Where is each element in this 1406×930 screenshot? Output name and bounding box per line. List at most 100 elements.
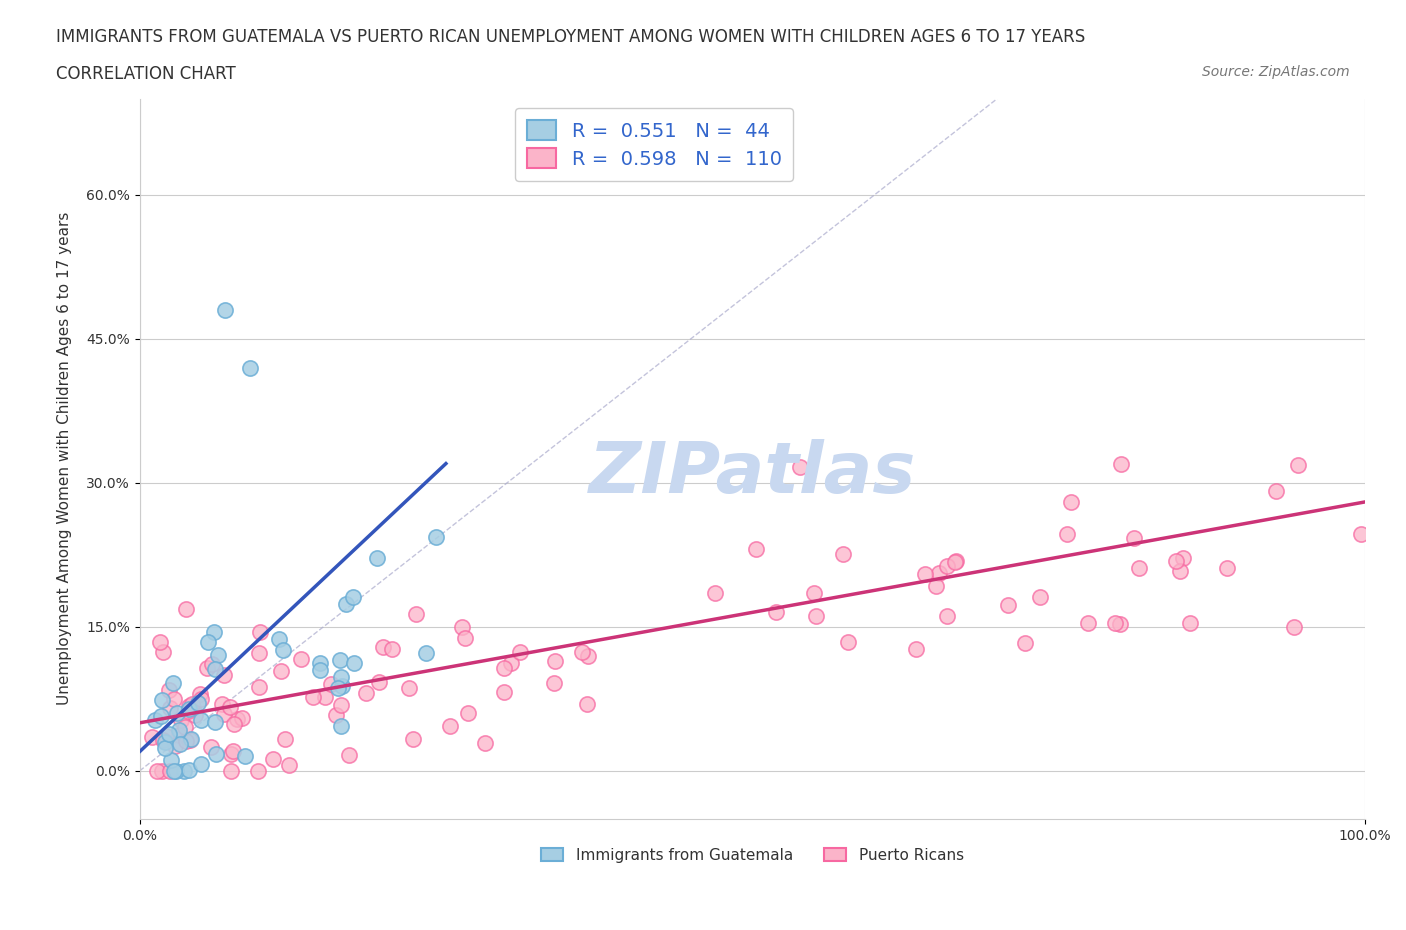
Point <box>247 764 270 778</box>
Point <box>329 698 352 712</box>
Point <box>176 734 198 749</box>
Point <box>1286 458 1309 472</box>
Point <box>1028 590 1050 604</box>
Point <box>177 762 200 777</box>
Point <box>492 684 515 699</box>
Point <box>415 645 437 660</box>
Point <box>157 683 180 698</box>
Point <box>262 751 284 766</box>
Point <box>544 654 567 669</box>
Point <box>190 691 212 706</box>
Point <box>425 529 447 544</box>
Point <box>219 747 242 762</box>
Point <box>239 360 262 375</box>
Point <box>1123 530 1146 545</box>
Point <box>159 700 181 715</box>
Point <box>745 541 768 556</box>
Text: CORRELATION CHART: CORRELATION CHART <box>56 65 236 83</box>
Point <box>167 723 190 737</box>
Point <box>997 598 1019 613</box>
Point <box>247 679 270 694</box>
Point <box>218 699 240 714</box>
Point <box>832 547 855 562</box>
Point <box>205 746 228 761</box>
Point <box>945 553 967 568</box>
Point <box>146 764 169 778</box>
Point <box>152 644 174 659</box>
Point <box>211 697 233 711</box>
Point <box>308 656 330 671</box>
Point <box>249 625 271 640</box>
Point <box>181 697 204 711</box>
Point <box>356 685 378 700</box>
Point <box>166 706 188 721</box>
Point <box>212 668 235 683</box>
Point <box>330 679 353 694</box>
Point <box>188 686 211 701</box>
Point <box>231 711 253 725</box>
Point <box>163 692 186 707</box>
Point <box>174 720 197 735</box>
Point <box>398 681 420 696</box>
Point <box>1166 553 1188 568</box>
Point <box>474 736 496 751</box>
Point <box>905 642 928 657</box>
Point <box>309 662 332 677</box>
Point <box>806 608 828 623</box>
Point <box>204 714 226 729</box>
Point <box>179 733 201 748</box>
Point <box>167 727 190 742</box>
Point <box>337 748 360 763</box>
Point <box>499 656 522 671</box>
Legend: Immigrants from Guatemala, Puerto Ricans: Immigrants from Guatemala, Puerto Ricans <box>534 842 970 869</box>
Point <box>914 566 936 581</box>
Point <box>494 660 516 675</box>
Point <box>1216 561 1239 576</box>
Point <box>1350 527 1372 542</box>
Point <box>290 651 312 666</box>
Point <box>179 698 201 713</box>
Point <box>162 676 184 691</box>
Point <box>343 656 366 671</box>
Point <box>405 607 427 622</box>
Point <box>402 732 425 747</box>
Point <box>202 625 225 640</box>
Point <box>247 645 270 660</box>
Point <box>177 704 200 719</box>
Point <box>197 634 219 649</box>
Point <box>509 644 531 659</box>
Point <box>187 696 209 711</box>
Point <box>224 716 246 731</box>
Point <box>180 732 202 747</box>
Point <box>153 735 176 750</box>
Point <box>177 702 200 717</box>
Point <box>366 551 388 565</box>
Point <box>169 737 191 751</box>
Point <box>457 706 479 721</box>
Point <box>190 712 212 727</box>
Point <box>439 719 461 734</box>
Point <box>157 727 180 742</box>
Point <box>329 653 352 668</box>
Point <box>174 602 197 617</box>
Point <box>1111 457 1133 472</box>
Point <box>543 676 565 691</box>
Point <box>173 764 195 778</box>
Point <box>143 712 166 727</box>
Text: IMMIGRANTS FROM GUATEMALA VS PUERTO RICAN UNEMPLOYMENT AMONG WOMEN WITH CHILDREN: IMMIGRANTS FROM GUATEMALA VS PUERTO RICA… <box>56 28 1085 46</box>
Point <box>152 732 174 747</box>
Point <box>329 670 352 684</box>
Point <box>1104 616 1126 631</box>
Point <box>571 644 593 659</box>
Point <box>342 590 364 604</box>
Point <box>575 697 598 711</box>
Point <box>936 559 959 574</box>
Point <box>1265 484 1288 498</box>
Point <box>273 732 295 747</box>
Point <box>184 708 207 723</box>
Point <box>371 640 394 655</box>
Point <box>165 764 187 778</box>
Point <box>803 585 825 600</box>
Point <box>928 565 950 580</box>
Point <box>1059 495 1081 510</box>
